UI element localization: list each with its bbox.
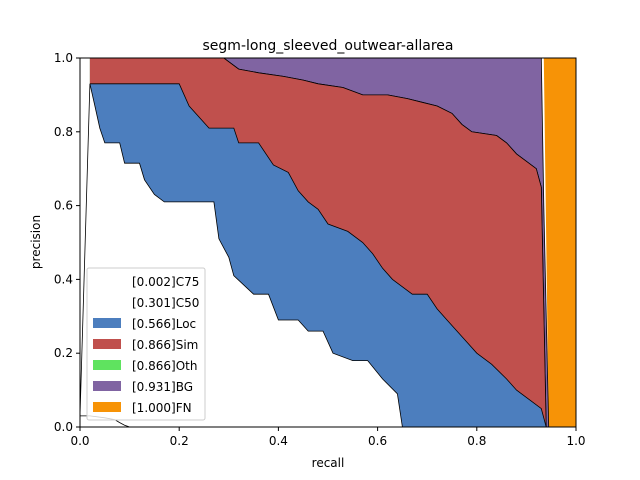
legend-swatch bbox=[93, 339, 121, 349]
y-tick-label: 0.8 bbox=[54, 125, 73, 139]
legend-label: [0.866]Sim bbox=[132, 338, 198, 352]
legend-swatch bbox=[93, 318, 121, 328]
legend-swatch bbox=[93, 297, 121, 307]
legend-label: [0.931]BG bbox=[132, 380, 193, 394]
x-tick-label: 0.2 bbox=[170, 434, 189, 448]
legend-label: [0.866]Oth bbox=[132, 359, 197, 373]
x-tick-label: 0.6 bbox=[368, 434, 387, 448]
y-tick-label: 1.0 bbox=[54, 51, 73, 65]
axis-ticks: 0.0 0.2 0.4 0.6 0.8 1.0 0.0 0.2 0.4 0.6 0.8 1.0 bbox=[54, 51, 586, 448]
x-axis-title: recall bbox=[312, 456, 345, 470]
x-tick-label: 0.0 bbox=[70, 434, 89, 448]
chart-title: segm-long_sleeved_outwear-allarea bbox=[203, 38, 454, 54]
y-tick-label: 0.4 bbox=[54, 272, 73, 286]
legend-swatch bbox=[93, 402, 121, 412]
y-axis-title: precision bbox=[29, 215, 43, 269]
legend-label: [1.000]FN bbox=[132, 401, 192, 415]
boundary-line-0-301-c50 bbox=[79, 83, 403, 428]
plot-frame bbox=[79, 57, 577, 428]
legend-label: [0.566]Loc bbox=[132, 317, 196, 331]
x-tick-label: 0.8 bbox=[467, 434, 486, 448]
y-tick-label: 0.2 bbox=[54, 346, 73, 360]
x-tick-label: 0.4 bbox=[269, 434, 288, 448]
boundary-line-0-866-sim bbox=[89, 57, 547, 428]
legend-swatch bbox=[93, 276, 121, 286]
boundary-line-0-566-loc bbox=[89, 83, 547, 428]
legend-swatch bbox=[93, 381, 121, 391]
legend-label: [0.301]C50 bbox=[132, 296, 199, 310]
y-tick-label: 0.0 bbox=[54, 420, 73, 434]
legend-swatch bbox=[93, 360, 121, 370]
legend-label: [0.002]C75 bbox=[132, 275, 199, 289]
legend: [0.002]C75 [0.301]C50 [0.566]Loc [0.866]Sim… bbox=[86, 267, 206, 421]
y-tick-label: 0.6 bbox=[54, 199, 73, 213]
x-tick-label: 1.0 bbox=[566, 434, 585, 448]
area-layers bbox=[79, 57, 577, 428]
area-1-000-fn bbox=[543, 58, 576, 427]
